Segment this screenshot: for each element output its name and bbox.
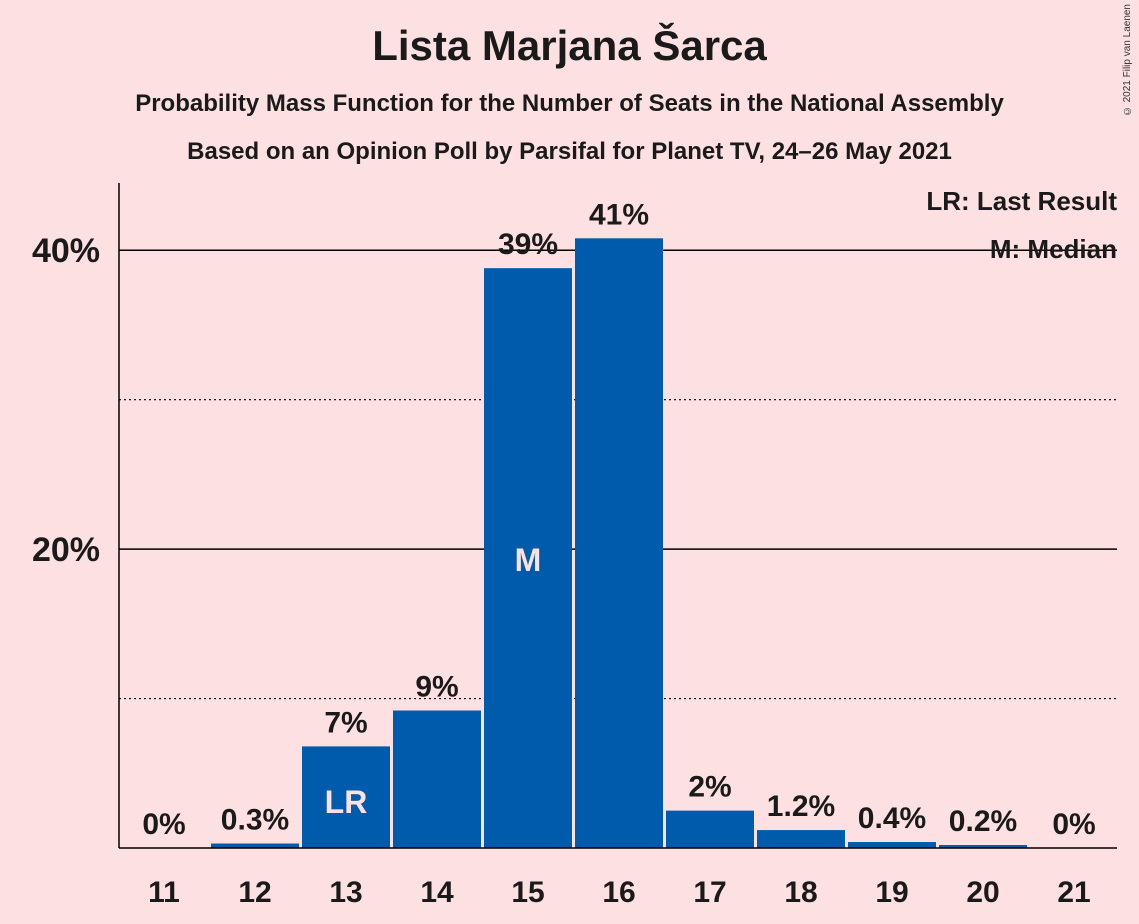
bar-20 <box>939 845 1027 848</box>
x-tick-label: 17 <box>693 876 726 909</box>
bar-marker-M: M <box>515 542 542 578</box>
x-tick-label: 15 <box>511 876 544 909</box>
data-label-14: 9% <box>415 671 458 704</box>
bar-labels: 0% 0.3% 7% LR 9% 39% M 41% 2% 1.2% 0.4% 0.2% 0% <box>142 198 1095 841</box>
axes: 20% 40% 11 12 13 14 15 16 17 18 19 20 21 <box>32 183 1117 909</box>
data-label-12: 0.3% <box>221 804 289 837</box>
bar-12 <box>211 843 299 848</box>
x-tick-label: 11 <box>148 876 180 909</box>
x-tick-label: 20 <box>966 876 999 909</box>
chart-subtitle: Probability Mass Function for the Number… <box>135 90 1004 117</box>
x-tick-label: 16 <box>602 876 635 909</box>
chart-source: Based on an Opinion Poll by Parsifal for… <box>187 138 952 165</box>
x-tick-label: 14 <box>420 876 454 909</box>
data-label-13: 7% <box>324 706 367 739</box>
x-tick-label: 18 <box>784 876 817 909</box>
x-tick-label: 19 <box>875 876 908 909</box>
data-label-20: 0.2% <box>949 805 1017 838</box>
y-tick-label: 20% <box>32 531 100 569</box>
legend-median: M: Median <box>990 234 1117 264</box>
bar-18 <box>757 830 845 848</box>
bar-16 <box>575 238 663 849</box>
data-label-21: 0% <box>1052 808 1095 841</box>
data-label-11: 0% <box>142 808 185 841</box>
data-label-15: 39% <box>498 228 558 261</box>
data-label-16: 41% <box>589 198 649 231</box>
bar-14 <box>393 710 481 848</box>
bar-17 <box>666 810 754 848</box>
bar-15 <box>484 268 572 848</box>
y-tick-label: 40% <box>32 232 100 270</box>
x-tick-label: 13 <box>329 876 362 909</box>
chart-title: Lista Marjana Šarca <box>372 22 767 69</box>
legend-last-result: LR: Last Result <box>926 186 1117 216</box>
bar-19 <box>848 842 936 848</box>
x-tick-label: 21 <box>1057 876 1090 909</box>
bar-13 <box>302 746 390 848</box>
data-label-19: 0.4% <box>858 802 926 835</box>
data-label-17: 2% <box>688 771 731 804</box>
legend: LR: Last Result M: Median <box>926 186 1117 264</box>
data-label-18: 1.2% <box>767 790 835 823</box>
x-tick-label: 12 <box>238 876 271 909</box>
bar-marker-LR: LR <box>325 784 368 820</box>
bars <box>211 238 1027 849</box>
